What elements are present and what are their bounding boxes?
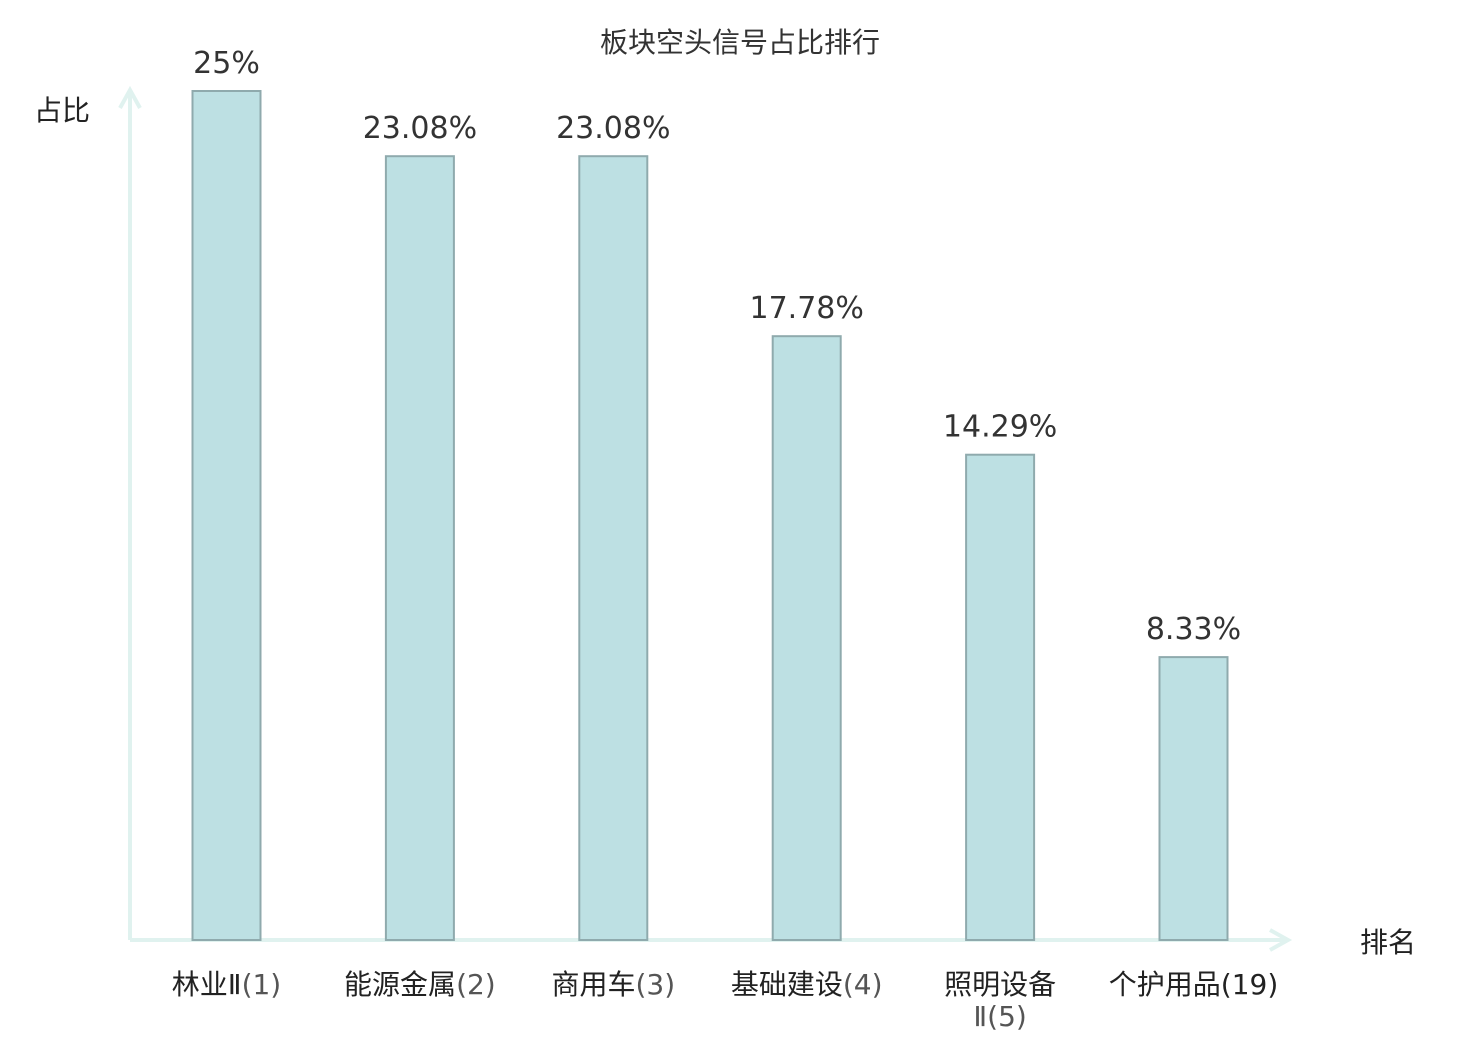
data-label: 8.33% — [1146, 612, 1241, 647]
data-label: 17.78% — [750, 291, 864, 326]
x-tick-name: 林业Ⅱ — [172, 968, 242, 1001]
x-tick-name: 个护用品 — [1109, 968, 1221, 1001]
x-axis-arrow — [1269, 928, 1293, 952]
x-tick-rank: Ⅱ(5) — [973, 1000, 1026, 1033]
x-tick-name: 能源金属 — [344, 968, 456, 1001]
y-axis-label: 占比 — [34, 94, 90, 127]
value-labels-group: 25% 23.08% 23.08% 17.78% 14.29% 8.33% — [193, 46, 1241, 647]
category-labels-group: 林业Ⅱ(1) 能源金属(2) 商用车(3) 基础建设(4) 照明设备Ⅱ(5)个护用品(1… — [172, 968, 1278, 1033]
bar — [191, 90, 262, 941]
x-tick-name: 基础建设 — [731, 968, 843, 1001]
data-label: 14.29% — [943, 410, 1057, 445]
data-label: 25% — [193, 46, 260, 81]
x-tick-label: 能源金属(2) — [344, 968, 496, 1001]
x-tick-label: 林业Ⅱ(1) — [172, 968, 281, 1001]
x-axis-label: 排名 — [1360, 926, 1416, 959]
x-tick-rank: (4) — [843, 968, 883, 1001]
y-axis-arrow — [118, 85, 142, 109]
x-tick-rank: (19) — [1221, 968, 1278, 1001]
x-tick-name: 商用车 — [551, 968, 635, 1001]
bars-group — [191, 90, 1229, 942]
bar — [384, 155, 455, 942]
axes — [118, 85, 1293, 952]
x-tick-rank: (2) — [456, 968, 496, 1001]
bar — [1158, 656, 1229, 942]
bar — [771, 335, 842, 941]
chart-title: 板块空头信号占比排行 — [600, 26, 880, 59]
x-tick-rank: (3) — [635, 968, 675, 1001]
x-tick-label: 个护用品(19) — [1109, 968, 1279, 1001]
x-tick-rank: (1) — [242, 968, 282, 1001]
bar — [965, 453, 1036, 941]
bar — [578, 155, 649, 942]
x-tick-label: 商用车(3) — [551, 968, 675, 1001]
x-tick-label: 基础建设(4) — [731, 968, 883, 1001]
data-label: 23.08% — [556, 111, 670, 146]
data-label: 23.08% — [363, 111, 477, 146]
x-tick-label: 照明设备 — [944, 968, 1056, 1001]
